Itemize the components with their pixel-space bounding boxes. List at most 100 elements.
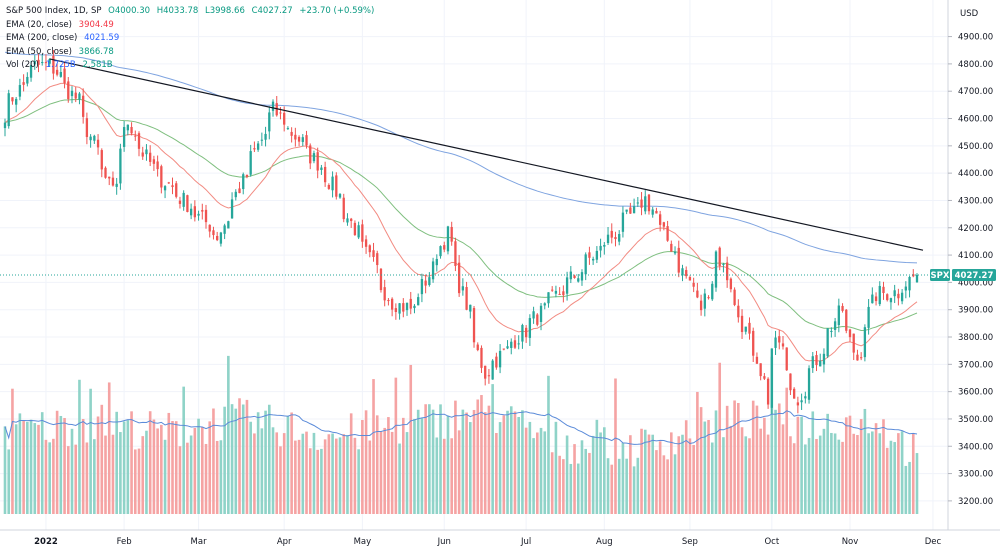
candle — [677, 240, 680, 278]
candle — [871, 287, 874, 304]
candle — [78, 91, 81, 105]
candle — [301, 134, 304, 147]
candle-body — [476, 344, 479, 351]
candle — [744, 326, 747, 335]
candle — [889, 297, 893, 310]
candle — [476, 342, 479, 352]
volume-bar — [249, 421, 252, 514]
candle — [82, 88, 85, 124]
candle-body — [770, 348, 773, 408]
volume-bar — [111, 434, 115, 514]
candle-body — [238, 188, 241, 194]
volume-bar — [714, 410, 718, 514]
candle-body — [44, 62, 48, 64]
volume-bar — [498, 422, 502, 514]
indicator-ema20[interactable]: EMA (20, close) 3904.49 — [6, 19, 374, 33]
candle-body — [29, 64, 33, 78]
volume-bar — [804, 444, 807, 514]
candle — [93, 134, 96, 144]
candle-body — [312, 153, 316, 162]
candle — [275, 96, 278, 117]
candle-body — [216, 235, 219, 241]
volume-bar — [643, 429, 647, 514]
volume-bar — [11, 388, 14, 514]
candle — [15, 96, 18, 113]
candle — [640, 192, 643, 216]
candle — [495, 352, 498, 370]
candle-body — [122, 127, 126, 147]
candle — [171, 177, 174, 195]
candle-body — [223, 225, 226, 234]
candle-body — [301, 137, 304, 142]
candle — [402, 298, 405, 318]
candle-body — [886, 294, 889, 301]
indicator-ema50[interactable]: EMA (50, close) 3866.78 — [6, 46, 374, 60]
volume-bar — [178, 446, 182, 514]
candle — [770, 348, 773, 415]
indicator-ema200[interactable]: EMA (200, close) 4021.59 — [6, 32, 374, 46]
candle — [338, 193, 342, 199]
volume-bar — [33, 423, 37, 514]
indicator-label: EMA (50, close) — [6, 46, 72, 57]
candle — [796, 396, 800, 414]
candle-body — [785, 347, 788, 371]
candle-body — [915, 274, 919, 283]
volume-bar — [424, 404, 427, 514]
candle — [614, 231, 617, 247]
volume-bar — [420, 418, 424, 514]
volume-bar — [197, 418, 200, 514]
candle — [264, 126, 267, 147]
symbol-tag: SPX — [930, 268, 950, 281]
price-tick-label: 4800.00 — [958, 60, 993, 70]
volume-bar — [625, 458, 628, 514]
candle — [647, 193, 651, 215]
volume-bar — [606, 458, 610, 514]
volume-bar — [428, 404, 431, 514]
candle — [424, 274, 427, 294]
volume-bar — [651, 434, 655, 514]
candle — [856, 349, 859, 361]
volume-bar — [152, 419, 156, 514]
volume-bar — [156, 428, 159, 514]
candle-body — [137, 133, 141, 149]
volume-bar — [454, 400, 457, 514]
volume-bar — [245, 399, 249, 514]
candle — [703, 288, 706, 317]
candle-body — [543, 303, 546, 306]
volume-bar — [279, 446, 282, 514]
candle — [96, 134, 100, 155]
volume-bar — [223, 406, 226, 514]
indicator-volume[interactable]: Vol (20) 1.725B 2.581B — [6, 59, 374, 73]
candle-body — [841, 305, 844, 311]
candle-body — [532, 311, 535, 319]
volume-bar — [320, 448, 323, 514]
volume-bar — [107, 382, 111, 514]
candle-body — [465, 287, 468, 310]
candle — [297, 135, 301, 147]
candle-body — [18, 85, 22, 97]
time-tick-label: Jun — [437, 537, 451, 547]
volume-bar — [740, 427, 744, 514]
candle-body — [428, 277, 431, 286]
candle — [428, 272, 431, 287]
candle-body — [450, 226, 453, 242]
candle-body — [699, 300, 703, 311]
volume-bar — [305, 431, 308, 514]
volume-bar — [863, 408, 867, 514]
volume-bar — [856, 435, 859, 514]
volume-bar — [439, 404, 442, 514]
candle — [108, 176, 111, 186]
ema200-line — [4, 51, 918, 264]
candle-body — [606, 234, 610, 244]
candle — [781, 335, 785, 350]
candle — [510, 338, 513, 355]
candle-body — [219, 232, 223, 244]
candle-body — [286, 128, 290, 130]
volume-bar — [256, 412, 260, 514]
candle — [189, 203, 193, 220]
candle-body — [558, 293, 561, 295]
volume-bar — [253, 433, 256, 514]
candle-body — [480, 347, 483, 368]
